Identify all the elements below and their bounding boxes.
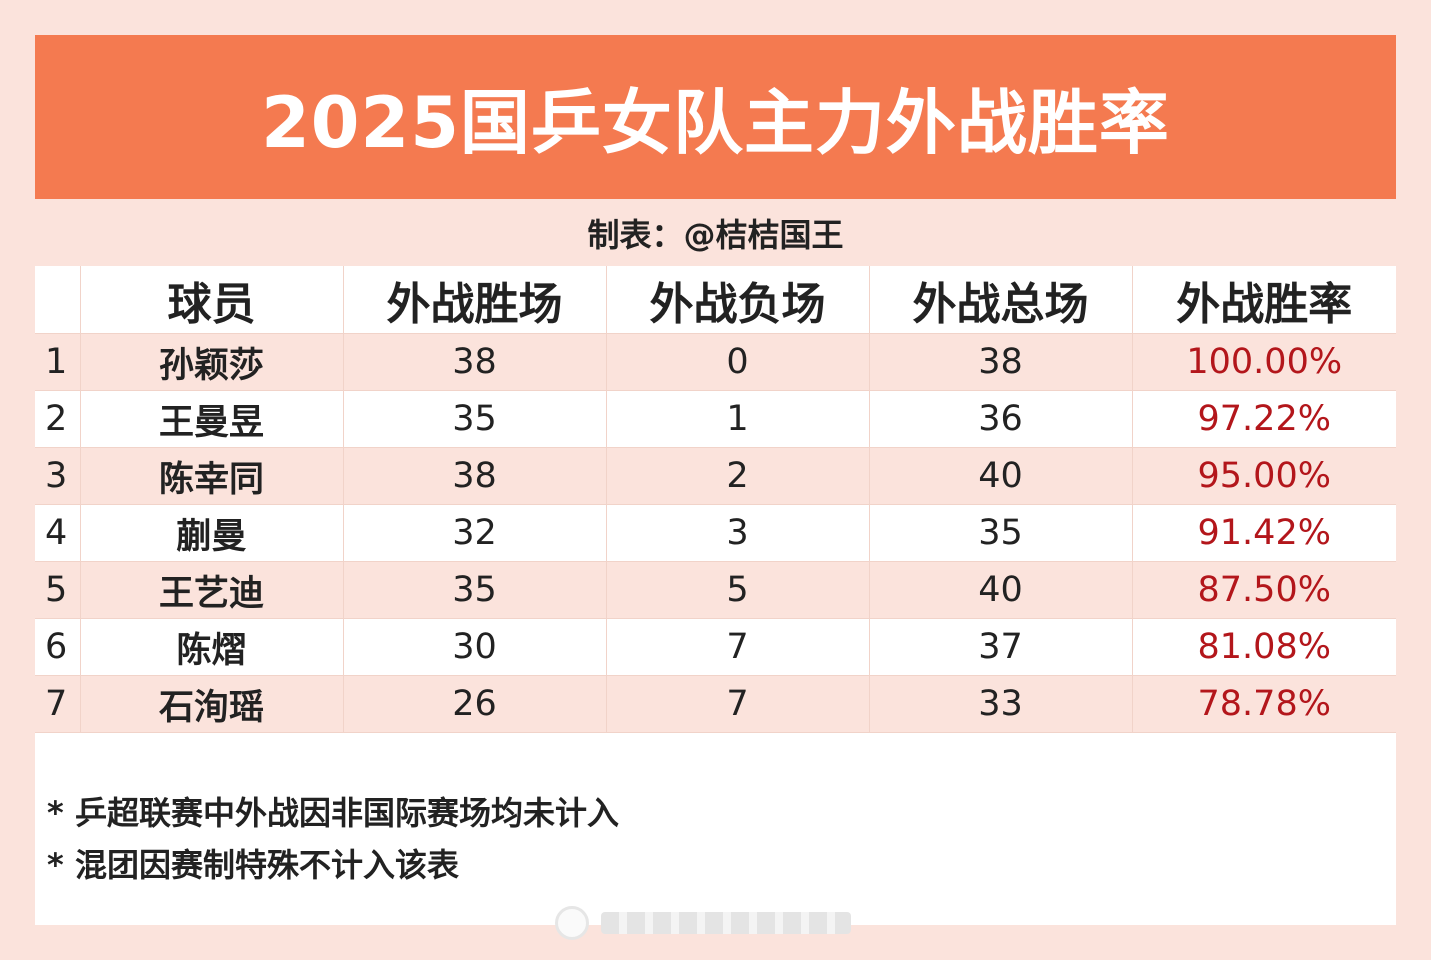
table-row: 3 陈幸同 38 2 40 95.00%: [35, 447, 1396, 505]
row-total: 40: [868, 561, 1132, 619]
footnote-text: 乒超联赛中外战因非国际赛场均未计入: [75, 794, 620, 832]
footnote: * 乒超联赛中外战因非国际赛场均未计入: [47, 787, 619, 839]
row-losses: 7: [605, 618, 869, 676]
row-player: 陈幸同: [79, 447, 343, 505]
row-rate: 87.50%: [1131, 561, 1396, 619]
row-rate: 81.08%: [1131, 618, 1396, 676]
table-row: 7 石洵瑶 26 7 33 78.78%: [35, 675, 1396, 733]
header-total: 外战总场: [868, 266, 1132, 334]
row-player: 孙颖莎: [79, 333, 343, 391]
row-total: 36: [868, 390, 1132, 448]
watermark-logo-icon: [555, 906, 589, 940]
row-wins: 35: [342, 390, 606, 448]
row-losses: 2: [605, 447, 869, 505]
row-losses: 7: [605, 675, 869, 733]
table-row: 2 王曼昱 35 1 36 97.22%: [35, 390, 1396, 448]
table-row: 5 王艺迪 35 5 40 87.50%: [35, 561, 1396, 619]
footnote-text: 混团因赛制特殊不计入该表: [75, 846, 460, 884]
row-wins: 30: [342, 618, 606, 676]
header-rate: 外战胜率: [1131, 266, 1396, 334]
row-rank: 3: [35, 447, 80, 505]
row-total: 37: [868, 618, 1132, 676]
row-rank: 7: [35, 675, 80, 733]
row-rank: 1: [35, 333, 80, 391]
row-losses: 0: [605, 333, 869, 391]
row-total: 33: [868, 675, 1132, 733]
row-wins: 38: [342, 333, 606, 391]
watermark-text-blur: [601, 912, 851, 934]
row-rate: 91.42%: [1131, 504, 1396, 562]
footnote-marker: *: [47, 794, 64, 832]
row-rate: 78.78%: [1131, 675, 1396, 733]
row-rate: 100.00%: [1131, 333, 1396, 391]
footnote: * 混团因赛制特殊不计入该表: [47, 839, 619, 891]
table-header-row: 球员 外战胜场 外战负场 外战总场 外战胜率: [35, 266, 1396, 334]
row-rank: 4: [35, 504, 80, 562]
row-wins: 35: [342, 561, 606, 619]
row-player: 王曼昱: [79, 390, 343, 448]
row-rank: 6: [35, 618, 80, 676]
header-losses: 外战负场: [605, 266, 869, 334]
stats-table: 球员 外战胜场 外战负场 外战总场 外战胜率 1 孙颖莎 38 0 38 100.00% 2…: [35, 266, 1396, 733]
table-body: 1 孙颖莎 38 0 38 100.00% 2 王曼昱 35 1 36 97.22% 3 陈幸同 38 2 40…: [35, 333, 1396, 733]
row-rate: 95.00%: [1131, 447, 1396, 505]
credit-line: 制表：@桔桔国王: [35, 199, 1396, 266]
row-player: 陈熠: [79, 618, 343, 676]
row-rank: 2: [35, 390, 80, 448]
table-card: 2025国乒女队主力外战胜率 制表：@桔桔国王 球员 外战胜场 外战负场 外战总…: [35, 35, 1396, 925]
row-wins: 26: [342, 675, 606, 733]
page-title: 2025国乒女队主力外战胜率: [261, 81, 1170, 164]
row-rank: 5: [35, 561, 80, 619]
row-total: 40: [868, 447, 1132, 505]
row-rate: 97.22%: [1131, 390, 1396, 448]
header-player: 球员: [79, 266, 343, 334]
row-losses: 5: [605, 561, 869, 619]
header-wins: 外战胜场: [342, 266, 606, 334]
row-player: 王艺迪: [79, 561, 343, 619]
table-row: 4 蒯曼 32 3 35 91.42%: [35, 504, 1396, 562]
row-player: 石洵瑶: [79, 675, 343, 733]
table-row: 1 孙颖莎 38 0 38 100.00%: [35, 333, 1396, 391]
watermark: [555, 905, 875, 941]
title-banner: 2025国乒女队主力外战胜率: [35, 35, 1396, 199]
footnotes: * 乒超联赛中外战因非国际赛场均未计入 * 混团因赛制特殊不计入该表: [47, 787, 619, 891]
row-player: 蒯曼: [79, 504, 343, 562]
header-rank: [35, 266, 80, 334]
footnote-marker: *: [47, 846, 64, 884]
row-total: 35: [868, 504, 1132, 562]
row-wins: 38: [342, 447, 606, 505]
row-losses: 1: [605, 390, 869, 448]
row-losses: 3: [605, 504, 869, 562]
table-row: 6 陈熠 30 7 37 81.08%: [35, 618, 1396, 676]
row-total: 38: [868, 333, 1132, 391]
row-wins: 32: [342, 504, 606, 562]
